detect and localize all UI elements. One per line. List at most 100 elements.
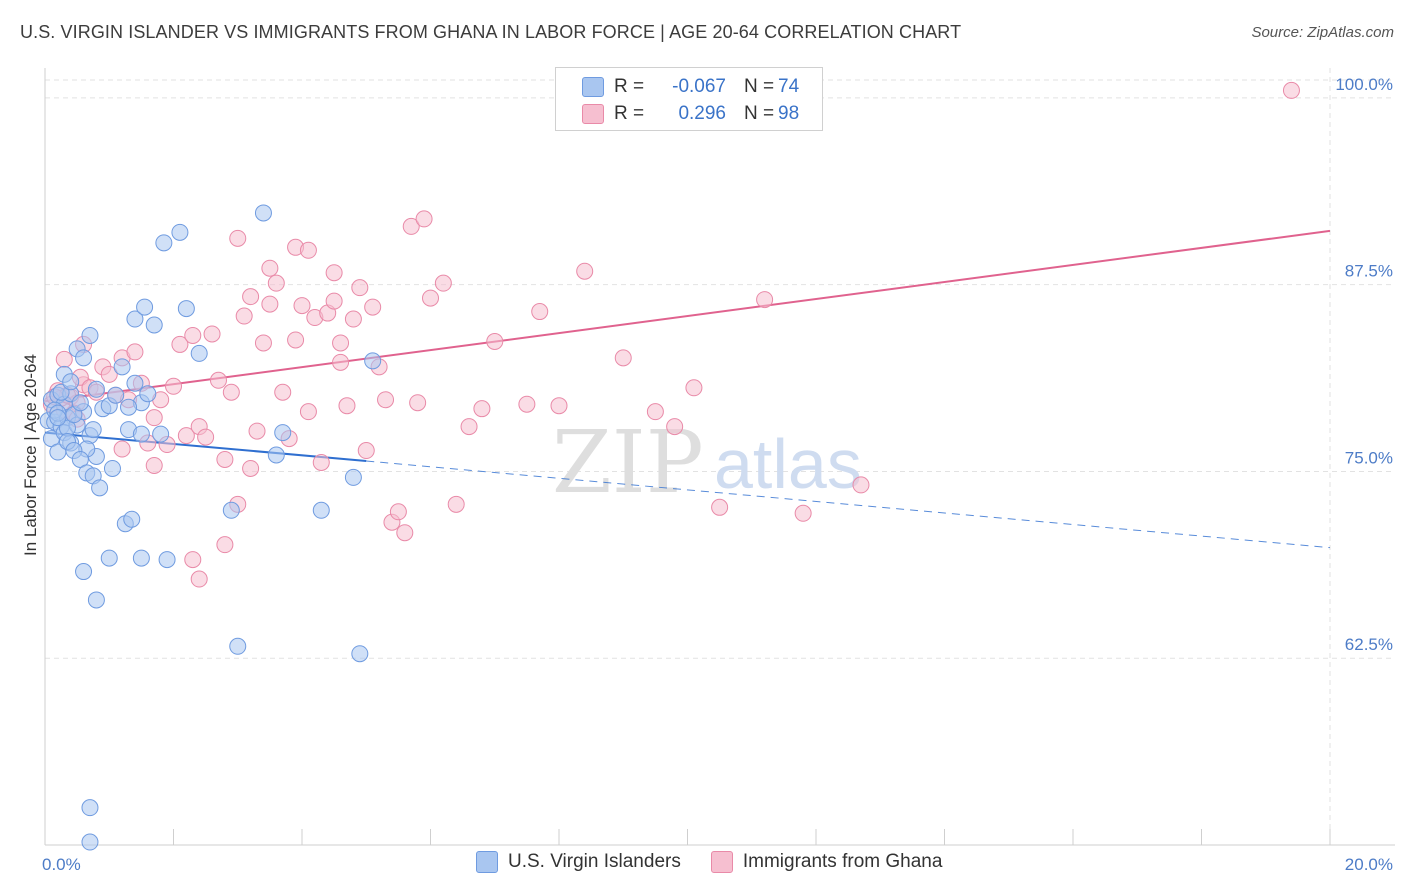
y-tick-label: 62.5% [1345, 635, 1393, 654]
point-virgin-islanders [113, 358, 131, 376]
legend-row-ghana: R = 0.296 N = 98 [582, 101, 799, 127]
point-ghana [666, 418, 684, 436]
point-ghana [518, 395, 536, 413]
stats-legend: R = -0.067 N = 74 R = 0.296 N = 98 [555, 67, 823, 131]
point-ghana [254, 334, 272, 352]
point-virgin-islanders [132, 425, 150, 443]
point-ghana [332, 353, 350, 371]
point-ghana [338, 397, 356, 415]
point-ghana [145, 456, 163, 474]
point-virgin-islanders [52, 383, 70, 401]
point-ghana [852, 476, 870, 494]
point-ghana [794, 504, 812, 522]
point-virgin-islanders [100, 549, 118, 567]
trend-lines [44, 229, 1331, 549]
point-virgin-islanders [145, 316, 163, 334]
x-tick-label: 20.0% [1345, 855, 1393, 874]
point-ghana [312, 453, 330, 471]
point-ghana [332, 334, 350, 352]
legend-n-label: N = [744, 76, 775, 97]
point-virgin-islanders [312, 501, 330, 519]
y-tick-label: 100.0% [1335, 75, 1393, 94]
point-ghana [409, 394, 427, 412]
point-virgin-islanders [254, 204, 272, 222]
point-ghana [242, 288, 260, 306]
point-ghana [756, 291, 774, 309]
point-virgin-islanders [81, 326, 99, 344]
chart-title: U.S. VIRGIN ISLANDER VS IMMIGRANTS FROM … [20, 22, 962, 42]
point-virgin-islanders [274, 424, 292, 442]
point-virgin-islanders [123, 510, 141, 528]
point-ghana [216, 450, 234, 468]
legend-swatch-pink [582, 104, 604, 124]
point-virgin-islanders [91, 479, 109, 497]
point-ghana [711, 498, 729, 516]
legend-swatch-blue [582, 77, 604, 97]
point-ghana [184, 326, 202, 344]
point-ghana [486, 332, 504, 350]
point-ghana [55, 350, 73, 368]
point-ghana [402, 217, 420, 235]
point-virgin-islanders [107, 386, 125, 404]
point-ghana [261, 259, 279, 277]
source-credit: Source: ZipAtlas.com [1251, 24, 1394, 41]
point-ghana [229, 229, 247, 247]
point-virgin-islanders [152, 425, 170, 443]
point-ghana [422, 289, 439, 307]
series-legend-label-ghana: Immigrants from Ghana [742, 851, 943, 872]
point-ghana [685, 379, 703, 397]
point-ghana [222, 383, 240, 401]
y-tick-label: 75.0% [1345, 448, 1393, 467]
point-virgin-islanders [158, 551, 176, 569]
axes [44, 68, 1395, 846]
point-ghana [261, 295, 279, 313]
tick-labels: 62.5% 75.0% 87.5% 100.0% 0.0% 20.0% [42, 75, 1393, 874]
point-ghana [177, 427, 195, 445]
point-ghana [184, 551, 202, 569]
point-ghana [209, 371, 227, 389]
legend-row-virgin-islanders: R = -0.067 N = 74 [582, 74, 799, 100]
point-ghana [614, 349, 632, 367]
legend-r-label: R = [614, 103, 645, 124]
point-virgin-islanders [222, 501, 240, 519]
point-ghana [287, 331, 305, 349]
point-ghana [357, 442, 375, 460]
point-ghana [242, 459, 260, 477]
point-ghana [351, 279, 369, 297]
legend-n-value: 98 [778, 103, 800, 124]
point-virgin-islanders [344, 468, 362, 486]
point-ghana [100, 365, 118, 383]
point-virgin-islanders [71, 394, 89, 412]
point-virgin-islanders [126, 310, 144, 328]
point-ghana [389, 503, 407, 521]
point-ghana [274, 383, 292, 401]
point-ghana [171, 335, 189, 353]
point-ghana [531, 303, 549, 321]
legend-n-label: N = [744, 103, 775, 124]
point-ghana [190, 570, 208, 588]
point-virgin-islanders [171, 223, 189, 241]
point-ghana [248, 422, 266, 440]
point-ghana [145, 409, 163, 427]
y-tick-label: 87.5% [1345, 262, 1393, 281]
point-ghana [415, 210, 433, 228]
point-ghana [203, 325, 221, 343]
series-legend-label-virgin-islanders: U.S. Virgin Islanders [508, 851, 681, 872]
point-virgin-islanders [87, 591, 105, 609]
watermark-atlas: atlas [714, 425, 862, 503]
point-ghana [364, 298, 382, 316]
point-virgin-islanders [75, 349, 93, 367]
point-ghana [293, 297, 311, 315]
point-ghana [165, 377, 182, 395]
x-tick-label: 0.0% [42, 855, 81, 874]
point-ghana [216, 536, 234, 554]
point-virgin-islanders [75, 563, 93, 581]
trend-line-ghana [44, 229, 1331, 403]
point-ghana [113, 440, 131, 458]
point-virgin-islanders [84, 421, 102, 439]
series-legend-swatch-blue [476, 851, 498, 873]
point-ghana [550, 397, 568, 415]
point-ghana [126, 343, 144, 361]
point-ghana [473, 400, 491, 418]
point-ghana [434, 274, 452, 292]
